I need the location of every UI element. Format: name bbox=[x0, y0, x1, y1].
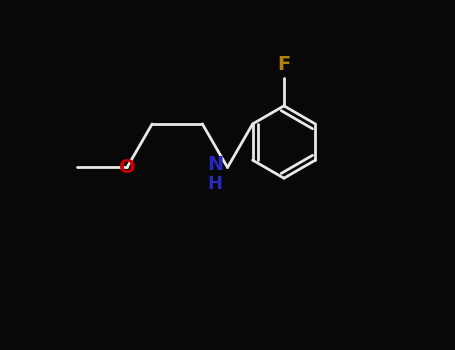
Text: N: N bbox=[207, 155, 223, 174]
Text: F: F bbox=[278, 55, 291, 74]
Text: O: O bbox=[119, 158, 135, 177]
Text: H: H bbox=[207, 175, 222, 193]
